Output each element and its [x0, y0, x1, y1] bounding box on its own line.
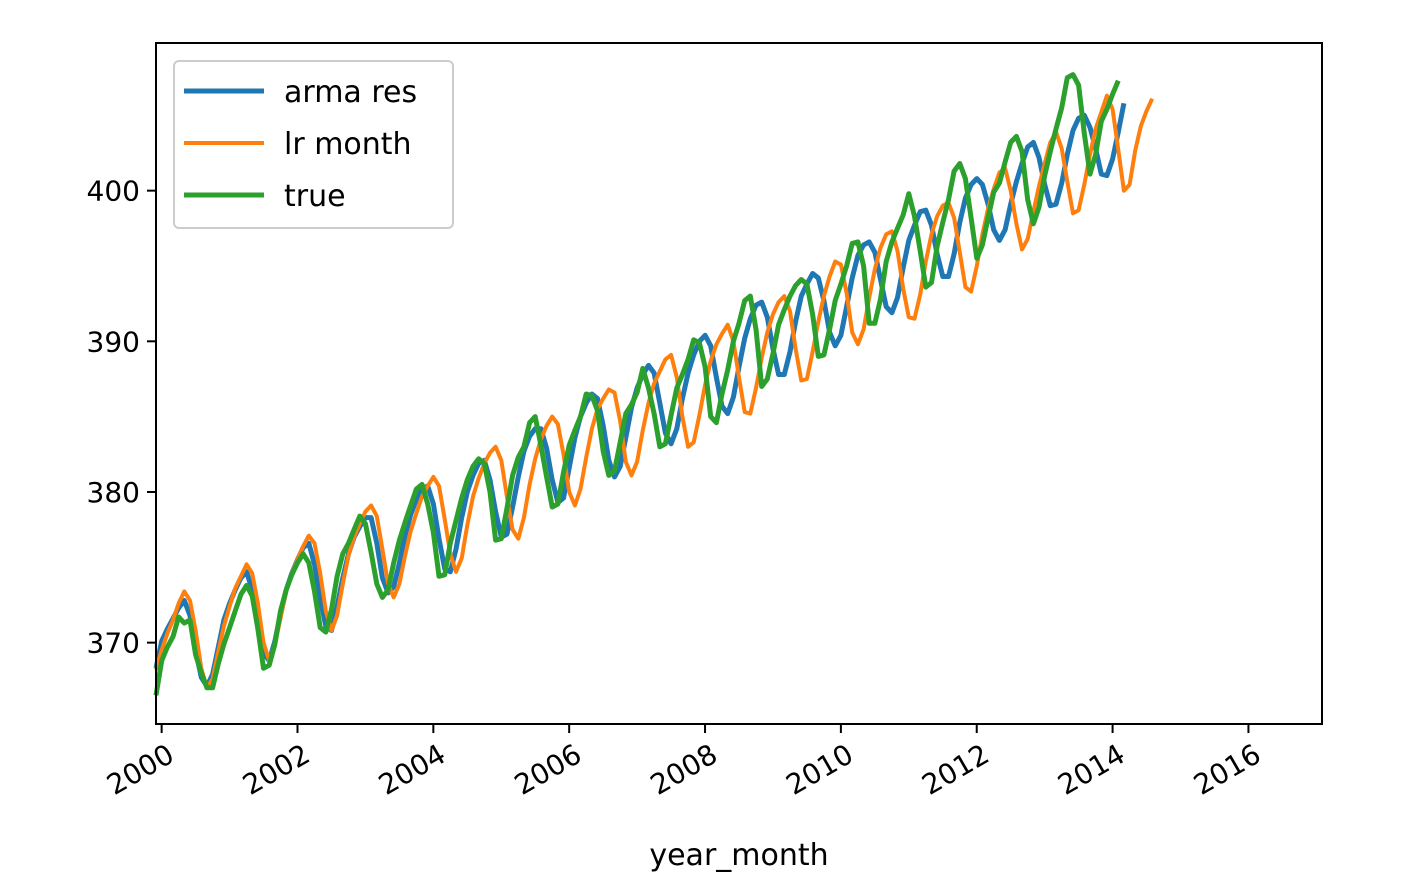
series-layer: [153, 72, 1155, 696]
x-axis-title: year_month: [649, 838, 828, 873]
legend-label: true: [284, 179, 346, 214]
y-tick-label: 390: [87, 325, 140, 358]
series-line-2: [153, 72, 1121, 696]
y-tick-label: 380: [87, 476, 140, 509]
legend-label: arma res: [284, 75, 417, 110]
y-tick-label: 400: [87, 175, 140, 208]
legend: arma res lr month true: [173, 60, 454, 229]
plot-frame: [155, 42, 1323, 725]
y-axis: 370 380 390 400: [87, 175, 156, 660]
legend-box: [173, 60, 454, 229]
legend-label: lr month: [284, 127, 412, 162]
y-tick-label: 370: [87, 627, 140, 660]
